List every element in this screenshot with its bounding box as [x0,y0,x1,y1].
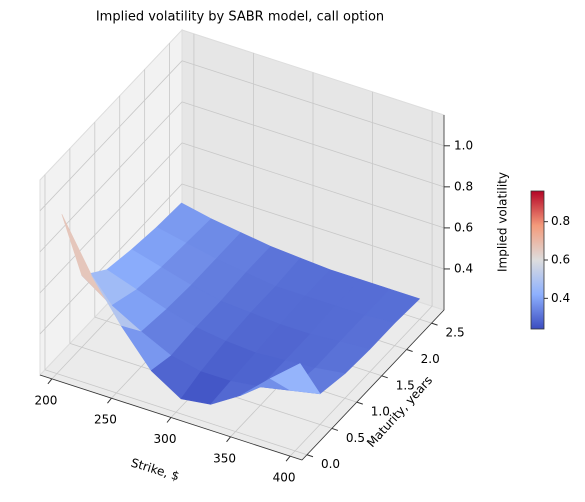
z-axis-label: Implied volatility [496,172,510,272]
colorbar-tick-label: 0.8 [551,214,570,228]
x-tick-label: 400 [273,471,296,485]
y-tick [306,454,314,458]
grid-line [181,142,445,229]
x-tick [285,455,291,462]
y-tick-label: 0.5 [346,431,365,445]
x-tick-label: 250 [94,413,117,427]
z-tick-label: 0.4 [454,261,473,275]
x-axis-label: Strike, $ [129,456,181,484]
y-tick [381,375,388,379]
x-tick-label: 300 [154,432,177,446]
y-tick [356,401,363,405]
y-tick-label: 1.0 [371,405,390,419]
colorbar-tick-label: 0.4 [551,291,570,305]
z-tick-label: 1.0 [454,138,473,152]
grid-line [44,369,308,456]
grid-line [289,305,433,457]
axis-line [39,374,303,461]
y-tick-label: 0.0 [321,457,340,471]
y-tick-label: 2.0 [421,352,440,366]
surface-patch [269,363,321,395]
y-tick-label: 2.5 [446,326,465,340]
z-tick-label: 0.6 [454,220,473,234]
grid-line [181,183,445,270]
x-tick [166,417,172,423]
grid-line [181,60,445,147]
y-tick [406,348,413,352]
grid-line [39,142,183,294]
x-tick [226,436,231,443]
y-tick-label: 1.5 [396,378,415,392]
x-tick [47,378,53,385]
grid-line [39,60,183,212]
y-tick [331,427,339,431]
chart-title: Implied volatility by SABR model, call o… [96,10,384,25]
x-tick-label: 350 [213,451,236,465]
colorbar-tick-label: 0.6 [551,253,570,267]
x-tick-label: 200 [34,393,57,407]
grid-line [39,183,183,335]
x-tick [107,397,112,404]
grid-line [181,101,445,188]
z-tick-label: 0.8 [454,179,473,193]
colorbar [530,190,545,330]
grid-line [39,101,183,253]
axis-line [301,309,445,461]
y-tick [431,322,438,326]
